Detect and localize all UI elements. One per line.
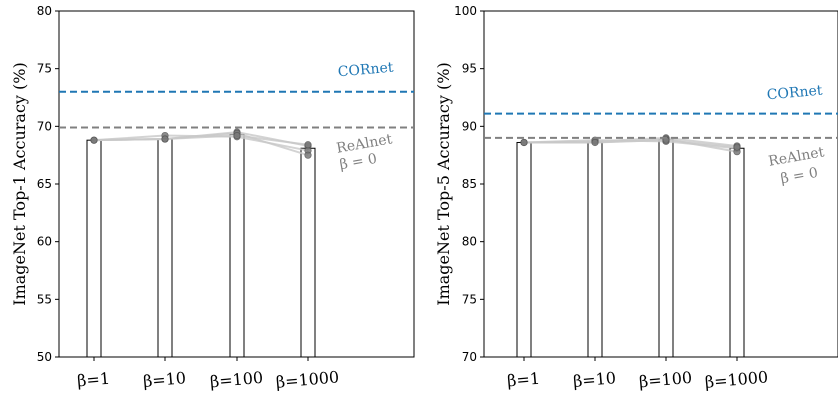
- x-category-label: β=100: [638, 368, 693, 392]
- data-point: [304, 151, 312, 159]
- top5-accuracy-panel: 70 75 80 85 90 95 100 ImageNet Top-5 Accuracy (…: [434, 4, 838, 392]
- y-tick-label: 70: [462, 350, 477, 364]
- bar: [587, 141, 603, 358]
- y-tick-label: 80: [462, 235, 477, 249]
- bar: [300, 147, 316, 358]
- x-category-label: β=10: [572, 368, 617, 391]
- y-tick-label: 80: [37, 4, 52, 18]
- cornet-annotation: CORnet: [766, 83, 823, 104]
- data-point: [733, 143, 741, 151]
- y-tick-label: 75: [462, 292, 477, 306]
- x-category-label: β=100: [209, 368, 264, 392]
- realnet-annotation-line2: β = 0: [338, 151, 378, 173]
- y-tick-label: 75: [37, 62, 52, 76]
- data-point: [520, 138, 528, 147]
- run-line: [93, 134, 309, 146]
- realnet-annotation-line2: β = 0: [779, 165, 819, 187]
- data-point: [304, 141, 312, 149]
- y-tick-label: 50: [37, 350, 52, 364]
- x-category-label: β=10: [142, 368, 187, 391]
- y-tick-label: 70: [37, 119, 52, 133]
- data-point: [161, 135, 169, 143]
- y-tick-label: 60: [37, 235, 52, 249]
- y-tick-label: 95: [462, 62, 477, 76]
- realnet-annotation-line1: ReAlnet: [767, 144, 826, 170]
- top1-accuracy-panel: 50 55 60 65 70 75 80 ImageNet Top-1 Accuracy (%…: [10, 4, 415, 392]
- x-category-label: β=1: [506, 369, 540, 391]
- bar: [729, 147, 745, 358]
- y-tick-label: 90: [462, 119, 477, 133]
- bar: [157, 138, 173, 358]
- x-category-label: β=1000: [275, 367, 340, 391]
- bar: [658, 139, 674, 358]
- data-point: [90, 136, 98, 144]
- x-category-label: β=1: [76, 369, 110, 391]
- bar: [86, 139, 102, 358]
- x-category-label: β=1000: [704, 367, 769, 391]
- y-tick-label: 55: [37, 292, 52, 306]
- y-tick-label: 85: [462, 177, 477, 191]
- cornet-annotation: CORnet: [337, 60, 394, 81]
- y-tick-label: 65: [37, 177, 52, 191]
- run-line: [524, 139, 738, 149]
- data-point: [233, 131, 241, 140]
- y-axis-label: ImageNet Top-1 Accuracy (%): [10, 62, 29, 305]
- bar: [516, 141, 532, 358]
- bar: [229, 133, 245, 358]
- data-point: [591, 138, 599, 147]
- y-axis-label: ImageNet Top-5 Accuracy (%): [434, 62, 453, 305]
- y-tick-label: 100: [454, 4, 477, 18]
